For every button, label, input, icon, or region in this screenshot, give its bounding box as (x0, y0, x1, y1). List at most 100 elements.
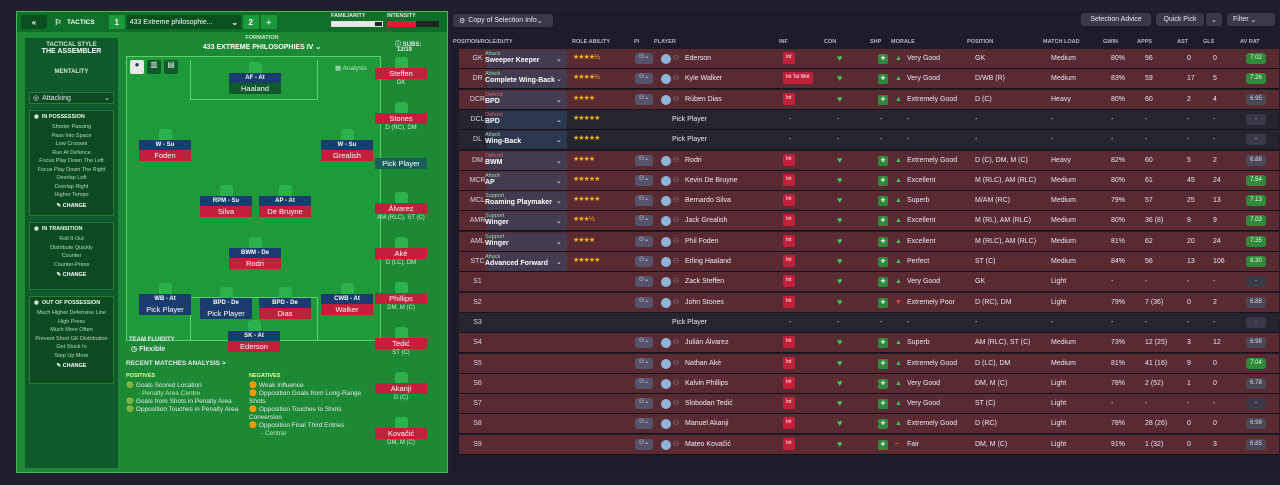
pi-icon[interactable]: ⚇⌄ (635, 256, 653, 267)
table-row[interactable]: S1 ⚇⌄ ⚇ Zack Steffen Int ♥ ✚ ▲ Very Good GK Light -… (459, 272, 1279, 293)
player-name[interactable]: Kevin De Bruyne (685, 176, 738, 184)
col-header[interactable]: INF (779, 39, 788, 45)
pi-icon[interactable]: ⚇⌄ (635, 93, 653, 105)
chevron-down-icon[interactable]: ⌄ (556, 238, 562, 246)
pi-icon[interactable]: ⚇⌄ (635, 174, 653, 186)
role-dropdown[interactable]: Advanced Forward Attack (485, 254, 561, 267)
mentality-dropdown[interactable]: ◎ Attacking ⌄ (29, 92, 114, 104)
chevron-down-icon[interactable]: ⌄ (556, 177, 562, 185)
tactic-slot-1[interactable]: 1 (108, 15, 125, 29)
selection-advice-button[interactable]: Selection Advice (1081, 13, 1151, 26)
col-header[interactable]: AST (1177, 39, 1188, 45)
role-dropdown[interactable]: Winger Support (485, 234, 561, 247)
table-row[interactable]: AML Winger Support ⌄ ★★★★ ⚇⌄ ⚇ Phil Foden Int ♥ ✚ ▲… (459, 231, 1279, 252)
sub-player[interactable]: Pick Player (375, 147, 427, 169)
col-header[interactable]: PI (634, 39, 640, 45)
player-name[interactable]: Rodri (685, 156, 702, 164)
pi-icon[interactable]: ⚇⌄ (635, 73, 653, 85)
table-row[interactable]: GK Sweeper Keeper Attack ⌄ ★★★★½ ⚇⌄ ⚇ Ederson In… (459, 49, 1279, 69)
col-header[interactable]: MATCH LOAD (1043, 39, 1080, 45)
player-name[interactable]: Pick Player (672, 115, 708, 123)
player-name[interactable]: Bernardo Silva (685, 197, 731, 205)
sub-player[interactable]: Kovačić DM, M (C) (375, 417, 427, 446)
col-header[interactable]: POSITION (967, 39, 994, 45)
chevron-down-icon[interactable]: ⌄ (556, 137, 562, 145)
pitch-player-mcr[interactable]: AP - At De Bruyne (259, 185, 311, 217)
role-dropdown[interactable]: Sweeper Keeper Attack (485, 51, 561, 64)
table-row[interactable]: STC Advanced Forward Attack ⌄ ★★★★★ ⚇⌄ ⚇ Erling… (459, 252, 1279, 272)
chevron-down-icon[interactable]: ⌄ (1206, 13, 1222, 26)
chevron-down-icon[interactable]: ⌄ (556, 218, 562, 226)
role-dropdown[interactable]: BPD Defend (485, 92, 561, 105)
player-name[interactable]: Pick Player (672, 136, 708, 144)
col-header[interactable]: CON (824, 39, 837, 45)
pitch-player-wr[interactable]: W - Su Grealish (321, 129, 373, 161)
table-row[interactable]: MCL Roaming Playmaker Support ⌄ ★★★★★ ⚇⌄ ⚇ Bern… (459, 191, 1279, 212)
pi-icon[interactable]: ⚇⌄ (635, 357, 653, 369)
pitch-player-dr[interactable]: CWB - At Walker (321, 283, 373, 315)
table-row[interactable]: S6 ⚇⌄ ⚇ Kalvin Phillips Int ♥ ✚ ▲ Very Good DM, M… (459, 373, 1279, 394)
add-tactic-button[interactable]: + (260, 15, 277, 29)
table-row[interactable]: DCL BPD Defend ⌄ ★★★★★ Pick Player - - - - - - - - - - - (459, 109, 1279, 130)
col-header[interactable]: GLS (1203, 39, 1215, 45)
pi-icon[interactable]: ⚇⌄ (635, 418, 653, 430)
analysis-toggle[interactable]: ▦ Analysis (335, 65, 367, 72)
pitch-player-mcl[interactable]: RPM - Su Silva (200, 185, 252, 217)
player-name[interactable]: Pick Player (672, 318, 708, 326)
pi-icon[interactable]: ⚇⌄ (635, 337, 653, 349)
col-header[interactable]: GWIN (1103, 39, 1118, 45)
role-dropdown[interactable]: Roaming Playmaker Support (485, 193, 561, 206)
table-row[interactable]: S5 ⚇⌄ ⚇ Nathan Aké Int ♥ ✚ ▲ Extremely Good D (LC… (459, 353, 1279, 374)
player-name[interactable]: Jack Grealish (685, 217, 728, 225)
pi-icon[interactable]: ⚇⌄ (635, 296, 653, 308)
sub-player[interactable]: Álvarez AM (RLC), ST (C) (375, 192, 427, 221)
col-header[interactable]: PLAYER (654, 39, 676, 45)
role-dropdown[interactable]: Complete Wing-Back Attack (485, 71, 561, 84)
player-name[interactable]: Rúben Dias (685, 95, 722, 103)
player-name[interactable]: Erling Haaland (685, 258, 731, 265)
sub-player[interactable]: Stones D (RC), DM (375, 102, 427, 131)
recent-matches-link[interactable]: RECENT MATCHES ANALYSIS > (126, 360, 226, 367)
role-dropdown[interactable]: AP Attack (485, 173, 561, 186)
chevron-down-icon[interactable]: ⌄ (556, 259, 562, 266)
chevron-down-icon[interactable]: ⌄ (556, 56, 562, 63)
tactic-slot-2[interactable]: 2 (242, 15, 259, 29)
formation-dropdown[interactable]: 433 EXTREME PHILOSOPHIES IV ⌄ (202, 44, 322, 51)
col-header[interactable]: SHP (870, 39, 882, 45)
col-header[interactable]: POSITION/ROLE/DUTY (453, 39, 513, 45)
table-row[interactable]: S8 ⚇⌄ ⚇ Manuel Akanji Int ♥ ✚ ▲ Extremely Good D … (459, 414, 1279, 435)
pitch-player-dl[interactable]: WB - At Pick Player (139, 283, 191, 315)
sub-player[interactable]: Steffen GK (375, 57, 427, 86)
pi-icon[interactable]: ⚇⌄ (635, 215, 653, 227)
chevron-down-icon[interactable]: ⌄ (556, 157, 562, 165)
pitch-player-dm[interactable]: BWM - De Rodri (229, 237, 281, 269)
quick-pick-button[interactable]: Quick Pick (1156, 13, 1204, 26)
pi-icon[interactable]: ⚇⌄ (635, 377, 653, 389)
pitch-player-dcr[interactable]: BPD - De Dias (259, 287, 311, 319)
role-dropdown[interactable]: Winger Support (485, 213, 561, 226)
player-name[interactable]: Nathan Aké (685, 359, 722, 367)
chevron-down-icon[interactable]: ⌄ (556, 116, 562, 124)
sub-player[interactable]: Aké D (LC), DM (375, 237, 427, 266)
in-transition-change-button[interactable]: ✎ CHANGE (56, 272, 87, 278)
pi-icon[interactable]: ⚇⌄ (635, 398, 653, 410)
chevron-down-icon[interactable]: ⌄ (556, 96, 562, 104)
pi-icon[interactable]: ⚇⌄ (635, 438, 653, 450)
col-header[interactable]: ROLE ABILITY (572, 39, 610, 45)
table-row[interactable]: S9 ⚇⌄ ⚇ Mateo Kovačić Int ♥ ✚ ~ Fair DM, M (C) Lig… (459, 434, 1279, 455)
pitch-player-af[interactable]: AF - At Haaland (229, 62, 281, 94)
table-row[interactable]: DCR BPD Defend ⌄ ★★★★ ⚇⌄ ⚇ Rúben Dias Int ♥ ✚ ▲ Extr… (459, 89, 1279, 110)
chevron-down-icon[interactable]: ⌄ (556, 76, 562, 84)
table-row[interactable]: S2 ⚇⌄ ⚇ John Stones Int ♥ ✚ ▼ Extremely Poor D (R… (459, 292, 1279, 313)
player-name[interactable]: Manuel Akanji (685, 420, 729, 428)
col-header[interactable]: MORALE (891, 39, 915, 45)
pitch-player-dcl[interactable]: BPD - De Pick Player (200, 287, 252, 319)
col-header[interactable]: APPS (1137, 39, 1152, 45)
player-name[interactable]: Kyle Walker (685, 75, 723, 83)
role-dropdown[interactable]: BWM Defend (485, 153, 561, 166)
table-row[interactable]: DM BWM Defend ⌄ ★★★★ ⚇⌄ ⚇ Rodri Int ♥ ✚ ▲ Extremely … (459, 150, 1279, 171)
pi-icon[interactable]: ⚇⌄ (635, 154, 653, 166)
filter-dropdown[interactable]: Filter ⌄ (1227, 13, 1275, 26)
out-possession-change-button[interactable]: ✎ CHANGE (56, 363, 87, 369)
sub-player[interactable]: Tedić ST (C) (375, 327, 427, 356)
